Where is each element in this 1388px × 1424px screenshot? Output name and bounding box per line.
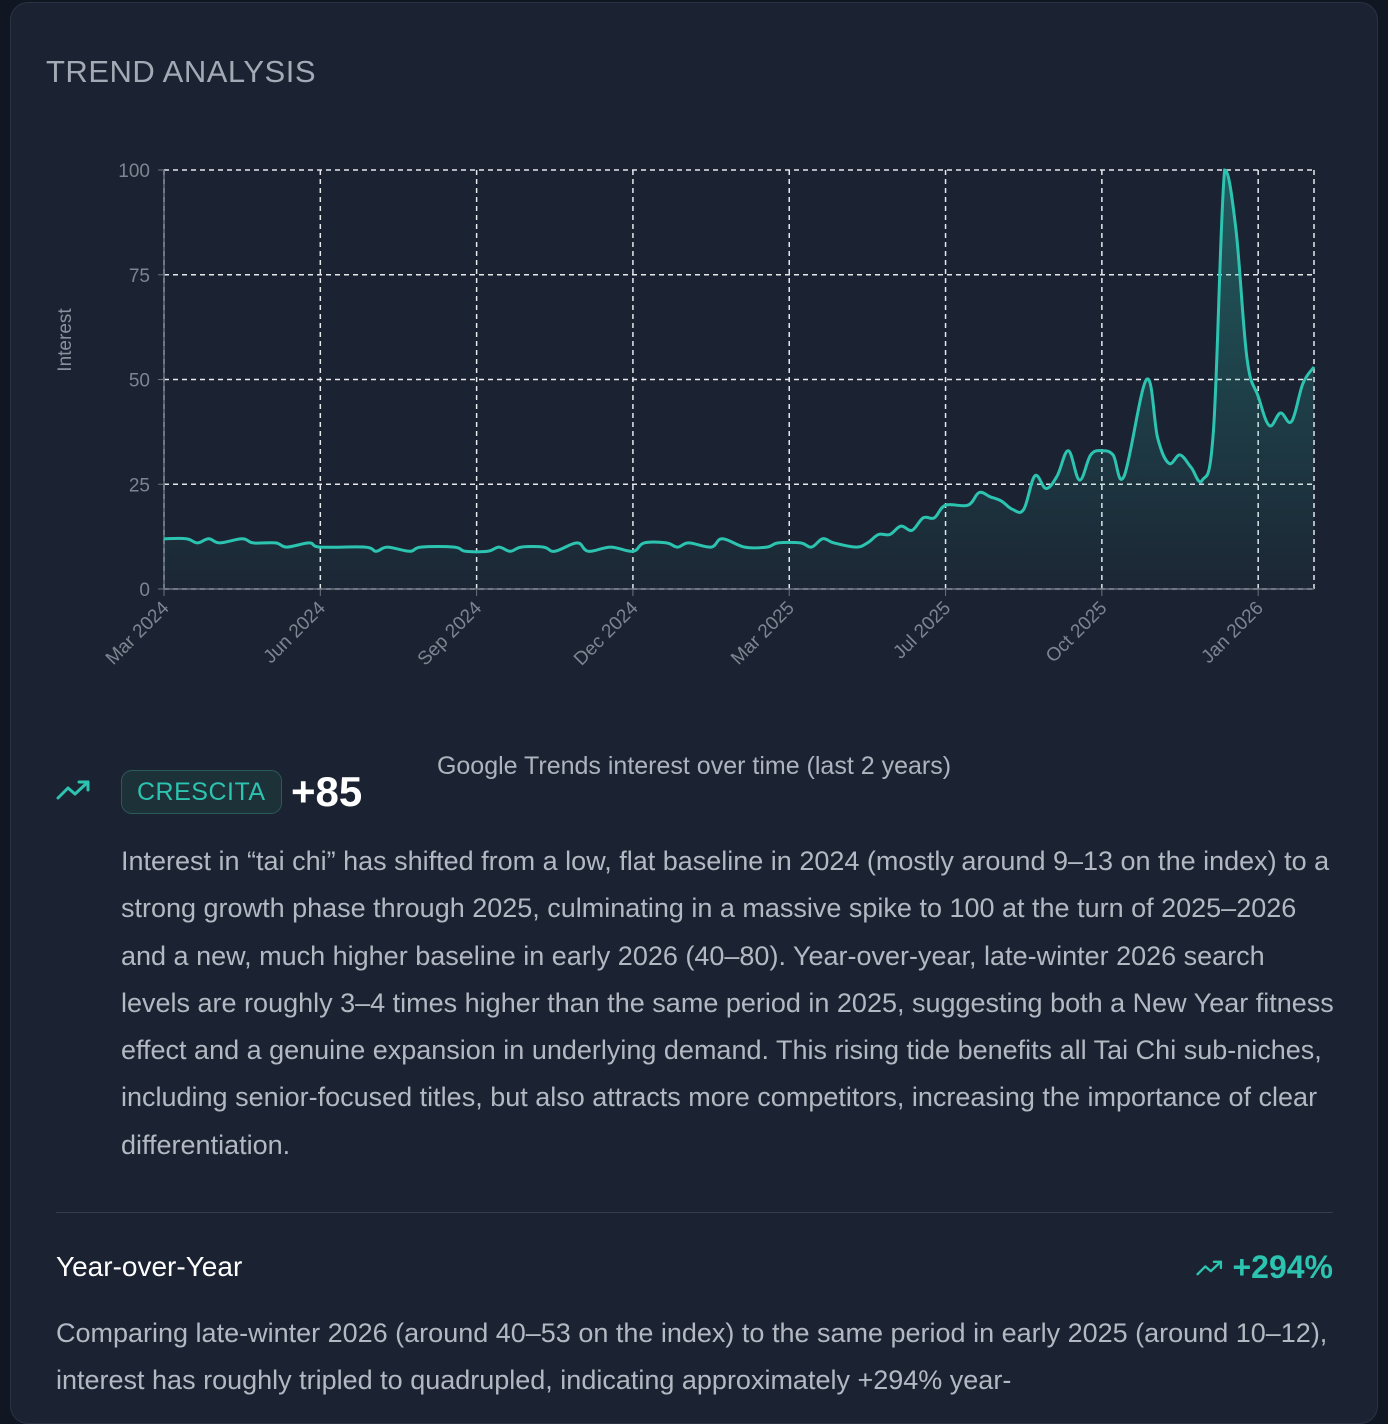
yoy-percentage: +294% xyxy=(1232,1249,1333,1285)
trend-score: +85 xyxy=(291,768,363,815)
trend-chart: 0 25 50 75 100 Mar 2024 Jun 2024 Sep 2024 Dec 20… xyxy=(55,161,1316,670)
x-tick-label: Oct 2025 xyxy=(1042,598,1111,667)
section-title: TREND ANALYSIS xyxy=(46,54,317,89)
chart-caption: Google Trends interest over time (last 2… xyxy=(436,752,952,780)
x-tick-label: Sep 2024 xyxy=(414,597,487,670)
x-tick-label: Mar 2025 xyxy=(727,598,799,670)
y-tick-label: 100 xyxy=(118,161,150,182)
trending-up-icon xyxy=(1196,1260,1223,1275)
yoy-value: +294% xyxy=(1196,1249,1333,1286)
series-line xyxy=(163,168,1316,554)
y-tick-label: 75 xyxy=(129,266,150,287)
trending-up-icon xyxy=(56,780,90,800)
yoy-label: Year-over-Year xyxy=(56,1251,243,1282)
trend-analysis-card xyxy=(10,2,1378,1424)
series-area xyxy=(164,170,1314,589)
divider xyxy=(56,1212,1333,1213)
x-tick-label: Jul 2025 xyxy=(889,598,955,664)
x-tick-label: Jan 2026 xyxy=(1198,598,1268,668)
trend-summary-text: Interest in “tai chi” has shifted from a… xyxy=(121,846,1334,1160)
x-tick-label: Jun 2024 xyxy=(260,597,330,667)
y-tick-label: 50 xyxy=(129,371,150,392)
x-tick-label: Dec 2024 xyxy=(570,597,643,670)
axes: 0 25 50 75 100 Mar 2024 Jun 2024 Sep 2024 Dec 20… xyxy=(102,161,1314,670)
y-tick-label: 0 xyxy=(139,580,150,601)
trend-status-badge: CRESCITA xyxy=(121,770,282,814)
x-tick-label: Mar 2024 xyxy=(102,597,174,669)
y-tick-label: 25 xyxy=(129,475,150,496)
y-axis-label: Interest xyxy=(55,308,76,372)
yoy-text: Comparing late-winter 2026 (around 40–53… xyxy=(56,1318,1328,1396)
